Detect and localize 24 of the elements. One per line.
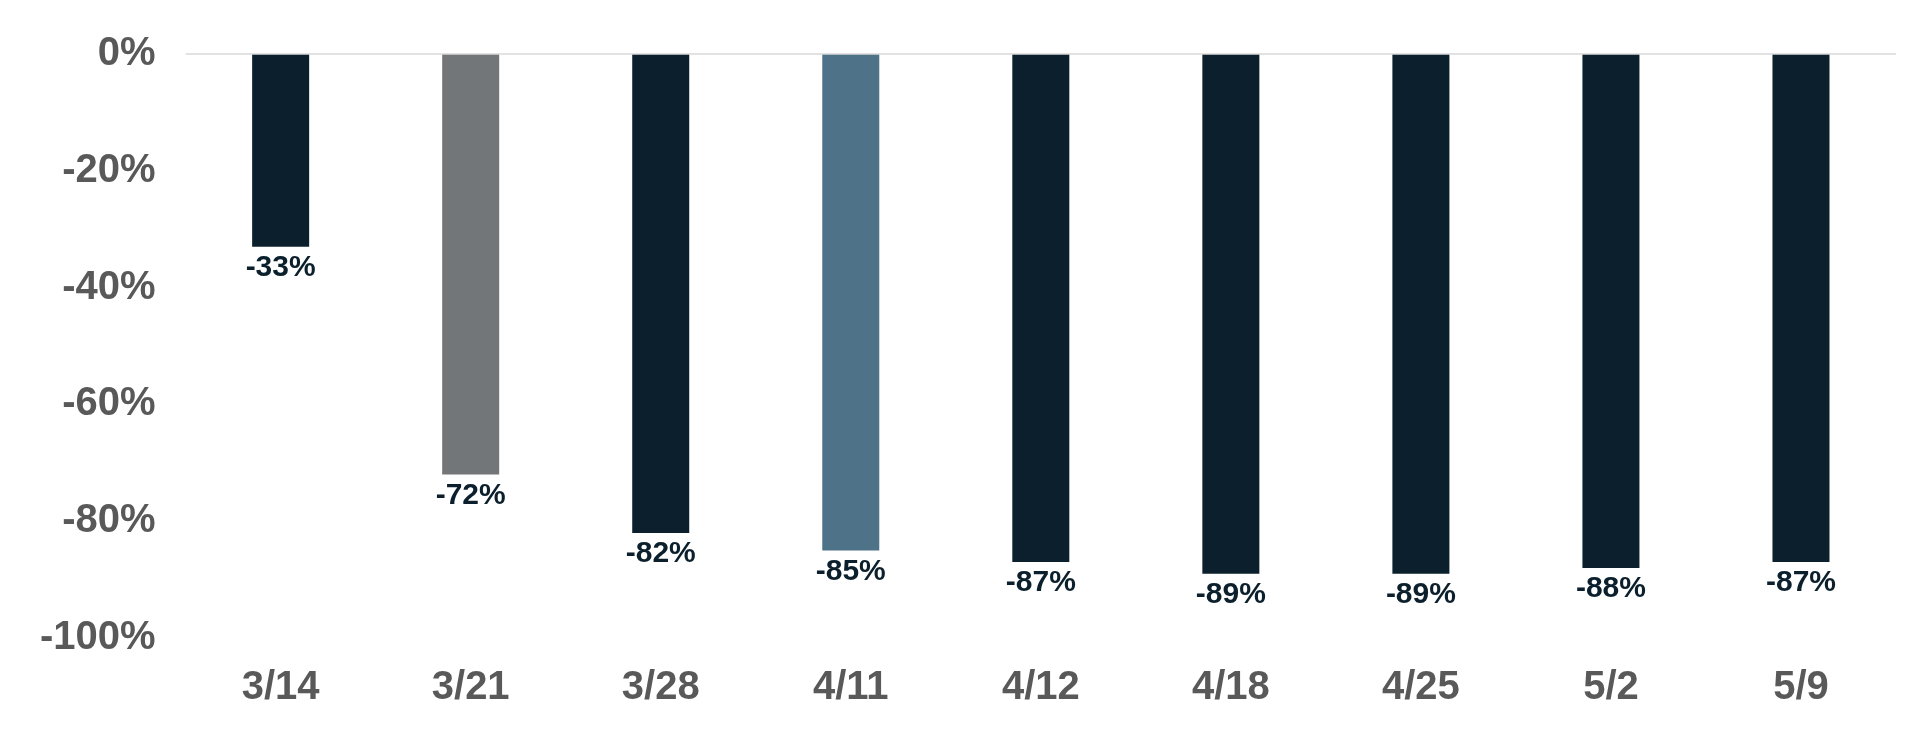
data-label: -89%	[1385, 576, 1456, 610]
x-tick-label: 4/18	[1191, 663, 1270, 708]
x-tick-label: 4/12	[1001, 663, 1080, 708]
y-tick-label: -60%	[62, 379, 156, 424]
data-label: -82%	[625, 535, 696, 569]
y-tick-label: -80%	[62, 496, 156, 541]
x-tick-label: 4/25	[1381, 663, 1460, 708]
y-tick-label: -20%	[62, 145, 156, 190]
data-label: -87%	[1765, 564, 1836, 598]
x-tick-label: 5/9	[1773, 663, 1829, 708]
data-label: -72%	[435, 476, 506, 510]
y-tick-label: -40%	[62, 262, 156, 307]
data-label: -85%	[815, 552, 886, 586]
y-tick-label: -100%	[40, 613, 156, 658]
y-tick-label: 0%	[97, 29, 156, 74]
x-tick-label: 3/14	[241, 663, 321, 708]
data-label: -87%	[1005, 564, 1076, 598]
data-label: -33%	[245, 248, 316, 282]
data-label: -89%	[1195, 576, 1266, 610]
x-tick-label: 3/21	[431, 663, 510, 708]
x-tick-label: 4/11	[812, 663, 889, 708]
x-tick-label: 3/28	[621, 663, 700, 708]
x-tick-label: 5/2	[1583, 663, 1639, 708]
data-label: -88%	[1575, 570, 1646, 604]
